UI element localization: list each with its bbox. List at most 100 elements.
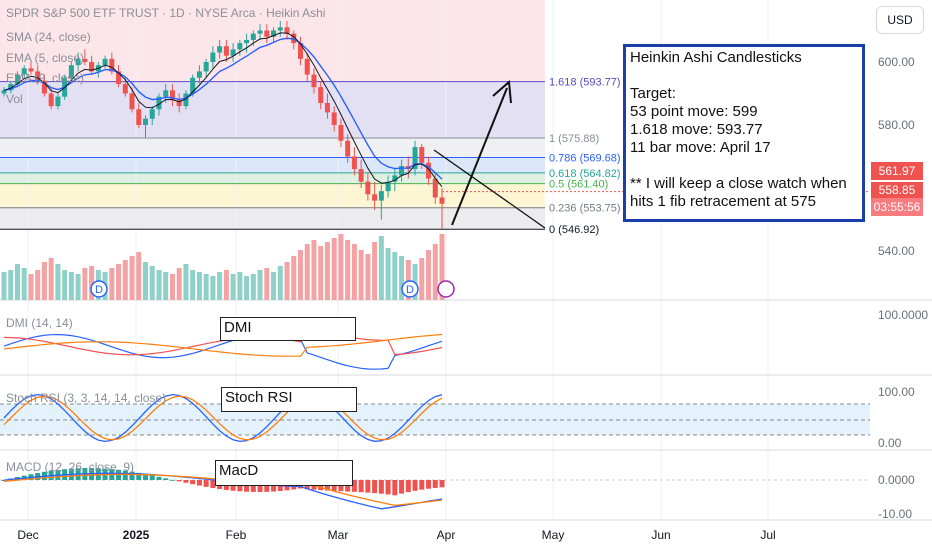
volume-bar-52	[351, 244, 357, 300]
stoch-tick-1: 0.00	[878, 436, 902, 450]
macd-hist-27	[183, 480, 189, 483]
volume-legend[interactable]: Vol	[6, 92, 23, 106]
currency-button[interactable]: USD	[876, 6, 924, 34]
volume-bar-35	[237, 272, 243, 300]
ema-legend[interactable]: EMA (5, close)	[6, 51, 85, 65]
volume-bar-57	[385, 248, 391, 300]
volume-bar-26	[176, 268, 182, 300]
fib-label-0: 1.618 (593.77)	[549, 77, 621, 89]
volume-bar-19	[129, 256, 135, 300]
candle-body-63	[426, 162, 432, 179]
macd-hist-18	[122, 470, 128, 480]
current-price-tag: 558.85	[871, 182, 923, 198]
macd-hist-62	[419, 480, 425, 490]
volume-bar-42	[284, 262, 290, 300]
target-arrow-shaft	[451, 87, 508, 226]
macd-label[interactable]: MacD	[215, 460, 353, 486]
volume-bar-40	[271, 272, 277, 300]
time-tick-2: Feb	[226, 528, 247, 542]
volume-bar-64	[432, 244, 438, 300]
candle-body-46	[311, 74, 317, 88]
dividend-marker-0	[90, 280, 108, 298]
time-tick-3: Mar	[328, 528, 349, 542]
target-arrow-head	[492, 79, 512, 104]
volume-bar-60	[405, 260, 411, 300]
candle-body-51	[345, 140, 351, 157]
stoch-tick-0: 100.00	[878, 385, 915, 399]
candle-body-37	[250, 33, 256, 40]
macd-hist-29	[196, 480, 202, 486]
macd-legend[interactable]: MACD (12, 26, close, 9)	[6, 460, 135, 474]
candle-body-5	[35, 71, 41, 81]
stoch-legend[interactable]: Stoch RSI (3, 3, 14, 14, close)	[6, 391, 167, 405]
volume-bar-29	[196, 272, 202, 300]
candle-body-24	[163, 90, 169, 97]
candle-body-43	[291, 33, 297, 44]
volume-bar-27	[183, 264, 189, 300]
fib-label-5: 0.236 (553.75)	[549, 203, 621, 215]
volume-bar-58	[392, 252, 398, 300]
volume-bar-12	[82, 268, 88, 300]
volume-bar-47	[318, 246, 324, 300]
sma-legend[interactable]: SMA (24, close)	[6, 30, 91, 44]
symbol-legend[interactable]: SPDR S&P 500 ETF TRUST · 1D · NYSE Arca …	[6, 6, 326, 20]
candle-body-23	[156, 96, 162, 110]
volume-bar-37	[250, 274, 256, 300]
candle-body-57	[385, 181, 391, 192]
candle-body-25	[169, 90, 175, 100]
macd-hist-64	[432, 480, 438, 488]
dmi-label[interactable]: DMI	[220, 317, 356, 341]
candle-body-58	[392, 175, 398, 182]
macd-hist-26	[176, 480, 182, 482]
volume-bar-20	[136, 252, 142, 300]
stoch-label[interactable]: Stoch RSI	[221, 387, 357, 412]
dmi-legend[interactable]: DMI (14, 14)	[6, 316, 73, 330]
macd-hist-55	[372, 480, 378, 494]
macd-hist-63	[426, 480, 432, 489]
volume-bar-10	[68, 272, 74, 300]
macd-hist-19	[129, 471, 135, 480]
price-tick-0: 600.00	[878, 55, 915, 69]
moving-averages	[3, 32, 443, 188]
indicator-panes	[0, 328, 870, 510]
macd-hist-60	[405, 480, 411, 493]
fib-band-1618	[0, 81, 545, 138]
candle-body-40	[271, 30, 277, 37]
time-tick-5: May	[542, 528, 565, 542]
macd-hist-25	[169, 479, 175, 481]
volume-bar-48	[324, 242, 330, 300]
volume-bar-62	[419, 258, 425, 300]
macd-tick-0: 0.0000	[878, 473, 915, 487]
analysis-note[interactable]: Heinkin Ashi Candlesticks Target: 53 poi…	[623, 44, 865, 222]
volume-bar-41	[277, 266, 283, 300]
candle-body-4	[28, 68, 34, 72]
volume-bar-38	[257, 270, 263, 300]
candle-body-52	[351, 156, 357, 170]
macd-hist-58	[392, 480, 398, 496]
volume-bar-39	[264, 268, 270, 300]
volume-bar-55	[372, 242, 378, 300]
fib-label-6: 0 (546.92)	[549, 224, 599, 236]
dividend-label-1: D	[406, 284, 414, 296]
candle-body-26	[176, 99, 182, 107]
macd-hist-14	[95, 468, 101, 480]
volume-bar-16	[109, 268, 115, 300]
candle-body-45	[304, 58, 310, 75]
macd-hist-31	[210, 480, 216, 489]
volume-bar-17	[116, 264, 122, 300]
volume-bar-49	[331, 238, 337, 300]
candle-body-13	[89, 62, 95, 72]
candle-body-33	[223, 46, 229, 56]
candle-body-10	[68, 65, 74, 78]
macd-hist-52	[351, 480, 357, 492]
candle-body-49	[331, 112, 337, 125]
volume-bar-59	[399, 256, 405, 300]
fib-band-1	[0, 137, 545, 158]
volume-bar-32	[217, 272, 223, 300]
candle-body-42	[284, 27, 290, 34]
macd-hist-54	[365, 480, 371, 493]
ema2-legend[interactable]: EMA (9, close)	[6, 71, 85, 85]
volume-bar-36	[244, 276, 250, 300]
volume-bar-25	[169, 274, 175, 300]
